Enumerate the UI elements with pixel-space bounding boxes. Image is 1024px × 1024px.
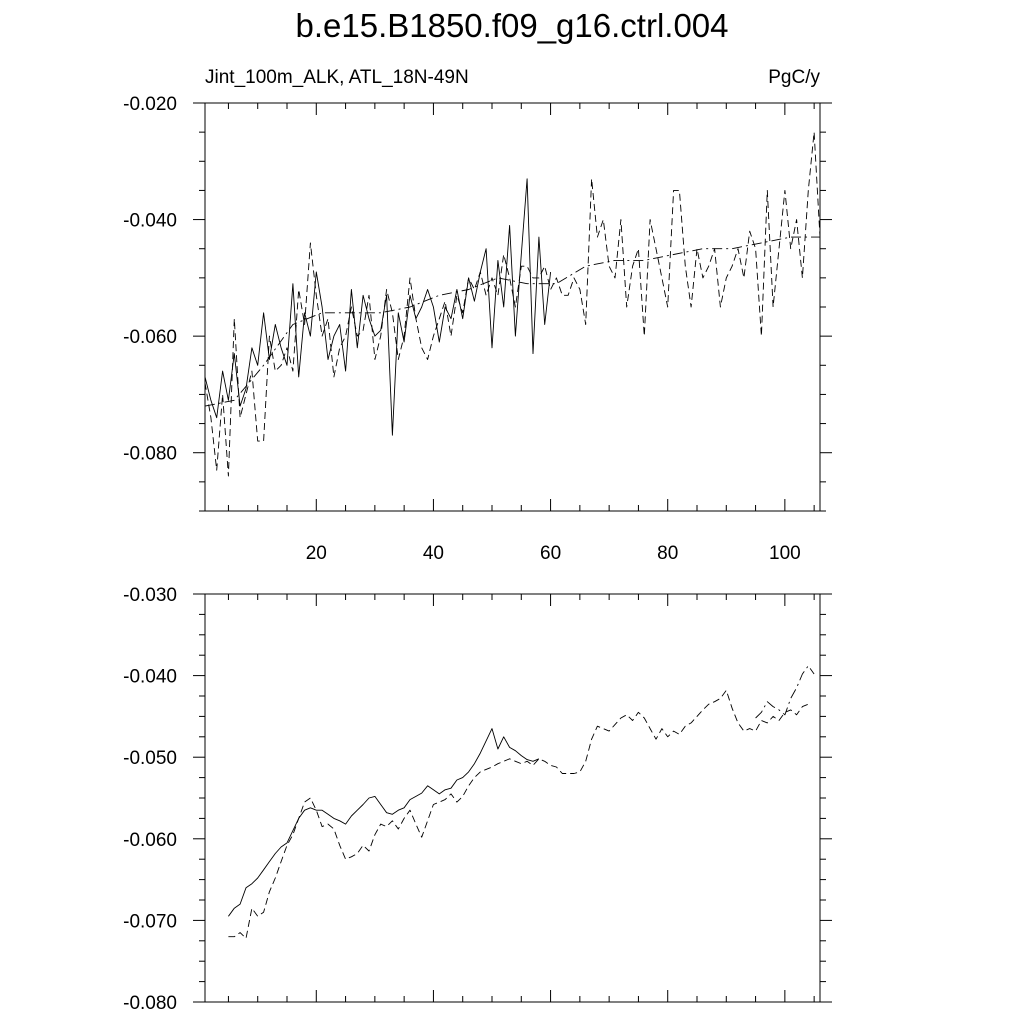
bottom-series-dashed-line <box>228 689 809 939</box>
y-tick-label: -0.030 <box>123 585 177 606</box>
x-tick-label: 80 <box>657 543 678 564</box>
top-ticks <box>193 102 832 512</box>
y-tick-label: -0.050 <box>123 748 177 769</box>
variable-label: Jint_100m_ALK, ATL_18N-49N <box>205 67 469 88</box>
x-tick-label: 40 <box>423 543 444 564</box>
bottom-series <box>228 665 815 939</box>
bottom-series-solid-line <box>228 728 540 917</box>
bottom-ticks <box>193 593 832 1003</box>
top-series-dashed-line <box>204 131 821 477</box>
bottom-series-dash-dot-line <box>755 665 815 719</box>
top-series-dash-dot-line <box>204 236 820 407</box>
y-tick-label: -0.080 <box>123 444 177 465</box>
y-tick-label: -0.040 <box>123 667 177 688</box>
y-tick-label: -0.060 <box>123 830 177 851</box>
bottom-tick-labels: -0.030 -0.040 -0.050 -0.060 -0.070 -0.080 <box>123 585 177 1014</box>
top-panel: Jint_100m_ALK, ATL_18N-49N PgC/y -0.020-… <box>123 67 832 564</box>
top-tick-labels: -0.020 -0.040 -0.060 -0.080 20 40 60 80 100 <box>123 94 801 564</box>
units-label: PgC/y <box>768 67 820 88</box>
y-tick-label: -0.020 <box>123 94 177 115</box>
y-tick-label: -0.060 <box>123 327 177 348</box>
figure-title: b.e15.B1850.f09_g16.ctrl.004 <box>295 7 728 44</box>
y-tick-label: -0.080 <box>123 993 177 1014</box>
bottom-panel: -0.030 -0.040 -0.050 -0.060 -0.070 -0.080 <box>123 585 832 1014</box>
top-series-solid-line <box>204 178 552 436</box>
bottom-plot-frame <box>204 593 821 1003</box>
x-tick-label: 60 <box>540 543 561 564</box>
x-tick-label: 20 <box>306 543 327 564</box>
top-series <box>204 131 821 477</box>
x-tick-label: 100 <box>769 543 801 564</box>
y-tick-label: -0.070 <box>123 911 177 932</box>
y-tick-label: -0.040 <box>123 211 177 232</box>
